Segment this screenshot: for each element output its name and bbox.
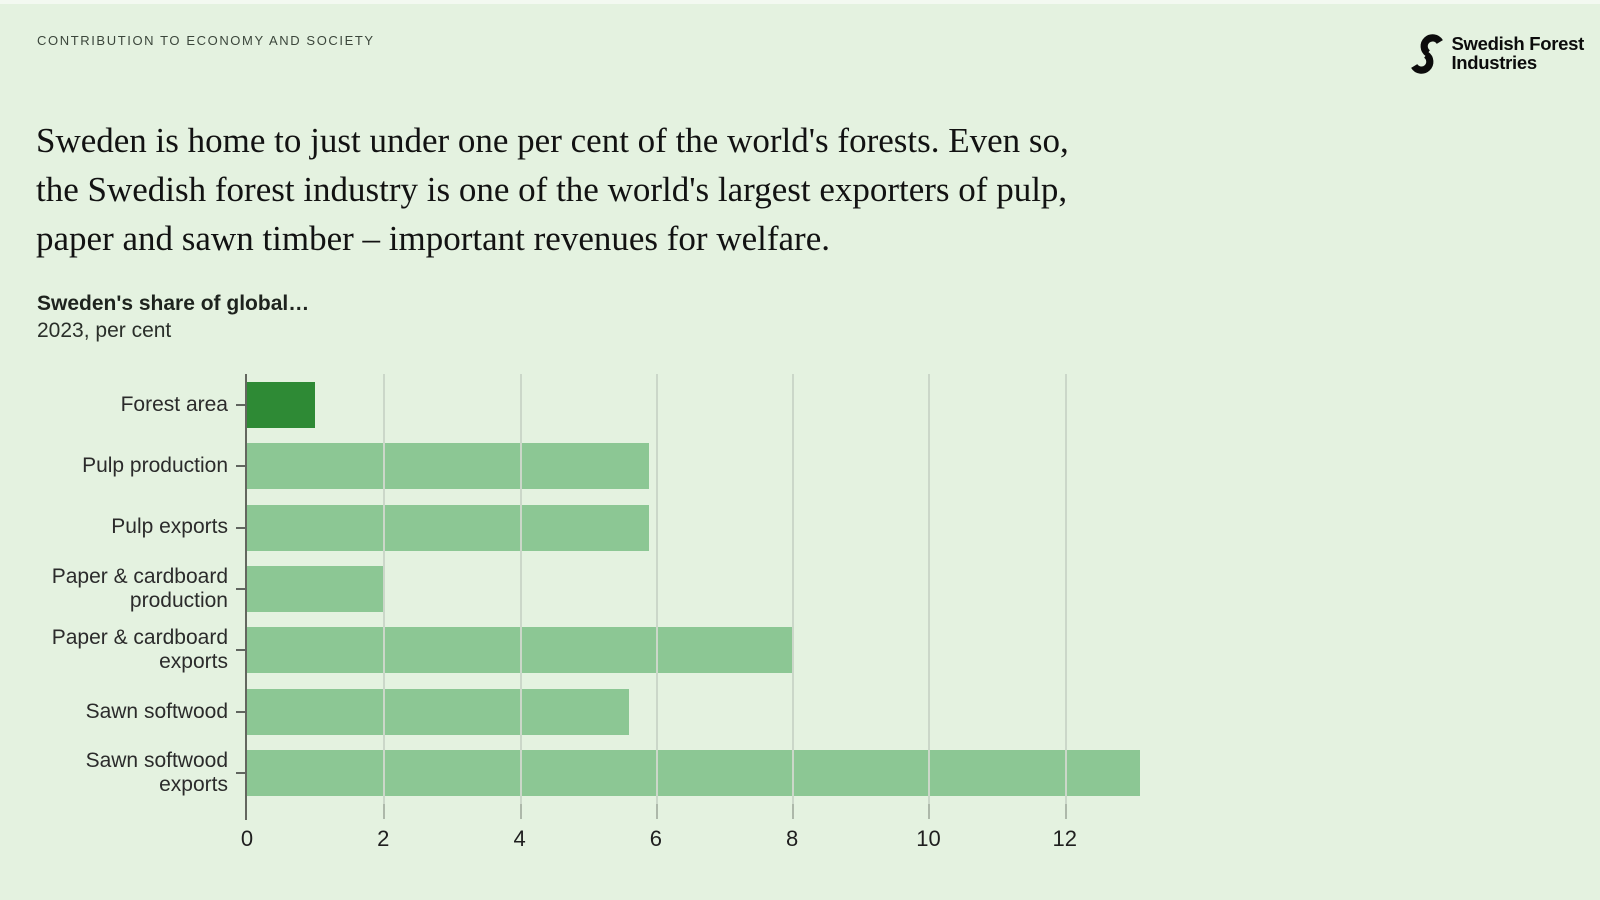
category-labels: Forest area Pulp production Pulp exports Pa…	[30, 374, 228, 804]
bar-row	[247, 681, 1167, 742]
x-tick-label: 4	[513, 826, 526, 851]
x-tick	[383, 804, 386, 819]
chart-subtitle: 2023, per cent	[37, 319, 172, 342]
x-tick-label: 2	[377, 826, 390, 851]
category-label: Forest area	[120, 392, 228, 416]
bar	[247, 504, 650, 551]
logo-line-1: Swedish Forest	[1451, 33, 1584, 55]
x-tick	[792, 804, 795, 819]
x-tick-label: 8	[786, 826, 799, 851]
x-tick	[655, 804, 658, 819]
category-label: Sawn softwood exports	[85, 749, 228, 797]
x-tick	[519, 804, 522, 819]
y-axis-line	[245, 374, 247, 820]
y-tick	[236, 649, 247, 652]
bar-row	[247, 743, 1167, 804]
gridline	[383, 374, 386, 804]
category-label: Pulp exports	[111, 515, 228, 539]
headline-line: Sweden is home to just under one per cen…	[36, 121, 1069, 160]
x-tick	[1064, 804, 1067, 819]
bar	[247, 565, 384, 612]
eyebrow-title: CONTRIBUTION TO ECONOMY AND SOCIETY	[37, 33, 375, 48]
gridline	[928, 374, 931, 804]
headline: Sweden is home to just under one per cen…	[36, 116, 1069, 263]
bar	[247, 688, 629, 735]
logo: Swedish Forest Industries	[1411, 32, 1584, 76]
x-tick-label: 0	[240, 826, 254, 851]
bar-row	[247, 435, 1167, 496]
y-tick	[236, 772, 247, 775]
slide-top-edge	[0, 0, 1600, 4]
s-monogram-icon	[1411, 34, 1444, 74]
bar	[247, 443, 650, 490]
category-label: Pulp production	[82, 454, 228, 478]
bar-row	[247, 558, 1167, 619]
x-tick-label: 12	[1052, 826, 1078, 851]
bar	[247, 381, 316, 428]
logo-line-2: Industries	[1451, 52, 1537, 73]
x-tick-label: 10	[916, 826, 941, 851]
chart-title: Sweden's share of global…	[37, 292, 310, 315]
gridline	[1064, 374, 1067, 804]
logo-text: Swedish Forest Industries	[1451, 33, 1584, 73]
bar	[247, 750, 1140, 797]
plot-area: 0 2 4 6 8 10 12	[236, 374, 1167, 851]
y-tick	[236, 403, 247, 406]
y-tick	[236, 710, 247, 713]
gridline	[655, 374, 658, 804]
headline-line: paper and sawn timber – important revenu…	[36, 219, 830, 258]
gridline	[519, 374, 522, 804]
bar-rows	[247, 374, 1167, 804]
x-tick	[928, 804, 931, 819]
category-label: Sawn softwood	[85, 699, 228, 723]
x-tick-label: 6	[649, 826, 662, 851]
y-tick	[236, 588, 247, 590]
bar-row	[247, 497, 1167, 558]
category-label: Paper & cardboard production	[51, 564, 228, 612]
bar-row	[247, 374, 1167, 435]
y-tick	[236, 526, 247, 529]
category-label: Paper & cardboard exports	[51, 626, 228, 674]
y-tick	[236, 465, 247, 468]
gridline	[792, 374, 795, 804]
headline-line: the Swedish forest industry is one of th…	[36, 170, 1068, 209]
